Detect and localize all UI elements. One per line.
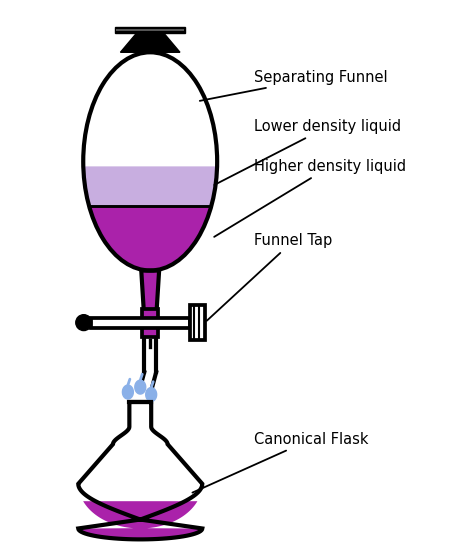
Bar [91, 318, 190, 328]
Text: Lower density liquid: Lower density liquid [214, 119, 401, 185]
Polygon shape [78, 501, 202, 539]
Polygon shape [135, 380, 146, 394]
Polygon shape [122, 385, 133, 399]
Bar [142, 309, 158, 337]
Ellipse shape [83, 52, 217, 271]
Bar [116, 27, 185, 34]
Text: Higher density liquid: Higher density liquid [214, 159, 407, 237]
Text: Canonical Flask: Canonical Flask [192, 431, 369, 493]
Bar [190, 305, 205, 340]
Polygon shape [141, 271, 159, 310]
Ellipse shape [76, 315, 91, 331]
Bar [117, 29, 184, 31]
Polygon shape [83, 166, 217, 206]
Polygon shape [146, 387, 156, 402]
Polygon shape [89, 206, 211, 271]
Polygon shape [120, 34, 180, 52]
Text: Separating Funnel: Separating Funnel [200, 69, 388, 101]
Polygon shape [78, 402, 202, 539]
Text: Funnel Tap: Funnel Tap [207, 233, 333, 321]
